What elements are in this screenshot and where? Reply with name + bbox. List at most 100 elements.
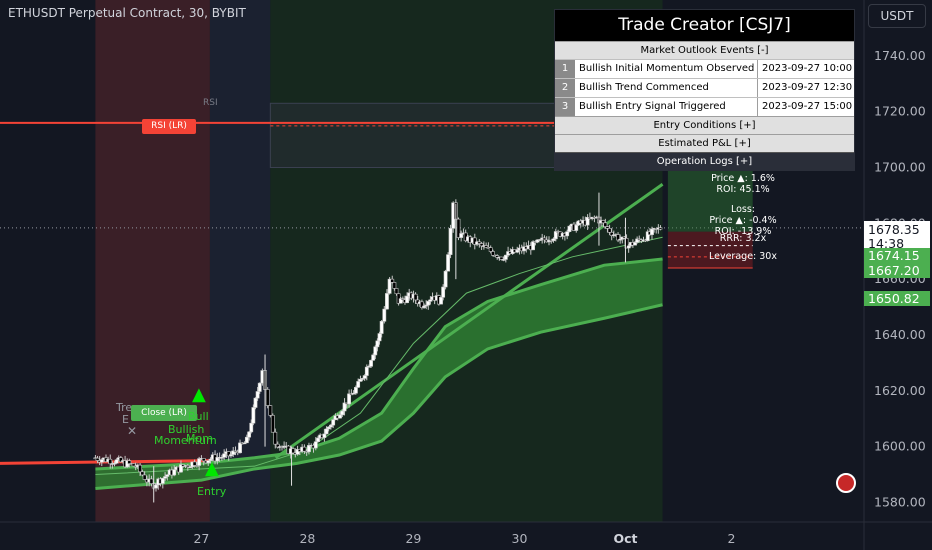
event-num: 3 bbox=[555, 98, 575, 116]
candle bbox=[428, 299, 433, 302]
candle bbox=[342, 402, 347, 412]
candle bbox=[424, 304, 429, 307]
candle bbox=[371, 354, 376, 361]
candle bbox=[154, 484, 158, 489]
candle bbox=[375, 340, 380, 348]
candle bbox=[244, 436, 249, 444]
price-tick-label: 1620.00 bbox=[874, 383, 926, 398]
candle bbox=[257, 382, 262, 392]
countdown: 14:38 bbox=[868, 236, 905, 251]
candle bbox=[479, 243, 484, 247]
market-outlook-toggle[interactable]: Market Outlook Events [-] bbox=[555, 41, 854, 59]
candle bbox=[551, 238, 556, 241]
date-tick-label: 28 bbox=[299, 531, 315, 546]
date-tick-label: 2 bbox=[728, 531, 736, 546]
candle bbox=[338, 414, 342, 419]
candle bbox=[194, 465, 199, 467]
candle bbox=[347, 393, 351, 405]
entry-label: Entry bbox=[197, 485, 227, 498]
candle bbox=[149, 478, 154, 484]
candle bbox=[226, 451, 231, 457]
current-price: 1678.35 bbox=[868, 222, 920, 237]
candle bbox=[499, 256, 504, 260]
event-row: 2 Bullish Trend Commenced 2023-09-27 12:… bbox=[555, 78, 854, 97]
candle bbox=[413, 293, 418, 301]
candle bbox=[477, 241, 482, 244]
candle bbox=[565, 231, 570, 237]
candle bbox=[265, 389, 270, 406]
entry-conditions-toggle[interactable]: Entry Conditions [+] bbox=[555, 116, 854, 134]
candle bbox=[163, 476, 167, 479]
candle bbox=[353, 387, 358, 394]
candle bbox=[405, 295, 409, 304]
flag-icon[interactable] bbox=[836, 473, 856, 493]
candle bbox=[456, 218, 461, 238]
candle bbox=[400, 298, 405, 300]
momentum-arrow-icon: ▲ bbox=[192, 384, 206, 405]
candle bbox=[114, 459, 119, 464]
momentum-label: Momentum bbox=[154, 434, 217, 447]
candle bbox=[197, 458, 202, 466]
candle bbox=[515, 249, 520, 253]
candle bbox=[387, 278, 392, 294]
candles bbox=[93, 192, 663, 503]
candle bbox=[609, 232, 614, 236]
bullish-label: Bullish bbox=[168, 423, 205, 436]
estimated-pnl-toggle[interactable]: Estimated P&L [+] bbox=[555, 134, 854, 152]
date-tick-label: 27 bbox=[193, 531, 209, 546]
candle bbox=[484, 245, 489, 248]
candle bbox=[398, 298, 403, 304]
candle bbox=[206, 460, 211, 464]
currency-button[interactable]: USDT bbox=[868, 4, 926, 28]
rsi-tag: RSI (LR) bbox=[142, 119, 196, 134]
candle bbox=[369, 359, 373, 367]
date-tick-label: 29 bbox=[405, 531, 421, 546]
candle bbox=[362, 375, 367, 379]
candle bbox=[633, 242, 637, 246]
event-name: Bullish Trend Commenced bbox=[575, 79, 758, 97]
x-mark-icon: ✕ bbox=[127, 424, 138, 438]
loss-title: Loss: bbox=[730, 204, 756, 215]
candle bbox=[446, 254, 450, 272]
price-tick-label: 1740.00 bbox=[874, 48, 926, 63]
candle bbox=[192, 461, 197, 466]
candle bbox=[503, 254, 508, 260]
candle bbox=[302, 446, 307, 452]
loss-zone bbox=[667, 231, 753, 268]
candle bbox=[422, 305, 426, 308]
trend-label-2: E bbox=[122, 413, 129, 426]
background-zone bbox=[95, 0, 210, 522]
candle bbox=[329, 424, 333, 428]
candle bbox=[131, 463, 136, 467]
operation-logs-toggle[interactable]: Operation Logs [+] bbox=[555, 152, 854, 170]
candle bbox=[501, 259, 506, 261]
bullish-label-2: Bull bbox=[188, 410, 209, 423]
candle bbox=[215, 457, 220, 462]
candle bbox=[443, 270, 448, 288]
candle bbox=[553, 231, 558, 240]
chart-title: ETHUSDT Perpetual Contract, 30, BYBIT bbox=[8, 6, 246, 20]
candle bbox=[322, 433, 327, 438]
candle bbox=[118, 457, 123, 463]
candle bbox=[270, 415, 275, 433]
ema-band-lower bbox=[95, 303, 663, 490]
candle bbox=[607, 228, 612, 233]
candle bbox=[392, 282, 397, 289]
candle bbox=[313, 441, 318, 449]
candle bbox=[441, 286, 446, 298]
event-time: 2023-09-27 12:30 bbox=[758, 79, 854, 97]
candle bbox=[364, 366, 369, 376]
candle bbox=[650, 228, 654, 235]
price-label-2: 1667.20 bbox=[864, 263, 930, 278]
candle bbox=[379, 321, 384, 334]
candle bbox=[472, 237, 477, 245]
rsi-pane-label: RSI bbox=[203, 98, 218, 108]
background-zone bbox=[209, 0, 271, 522]
candle bbox=[382, 308, 387, 322]
price-tick-label: 1580.00 bbox=[874, 494, 926, 509]
candle bbox=[255, 391, 260, 399]
candle bbox=[635, 238, 640, 243]
candle bbox=[377, 333, 382, 342]
price-label-3: 1650.82 bbox=[864, 291, 930, 306]
